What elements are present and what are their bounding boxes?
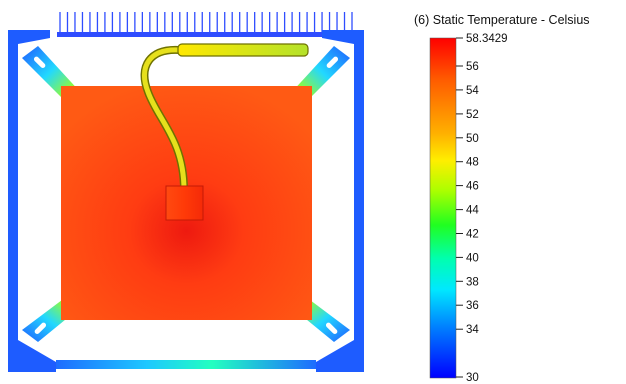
legend-tick-label: 44 [466, 205, 479, 217]
legend-tick-label: 36 [466, 300, 479, 312]
bottom-rail [56, 360, 316, 369]
legend-tick-label: 48 [466, 157, 479, 169]
legend-tick-label: 46 [466, 181, 479, 193]
legend-tick-label: 56 [466, 61, 479, 73]
legend-tick-label: 52 [466, 109, 479, 121]
legend-tick-label: 38 [466, 276, 479, 288]
legend-tick-label: 54 [466, 85, 479, 97]
temperature-legend: (6) Static Temperature - Celsius 5654525… [414, 13, 590, 384]
legend-title: (6) Static Temperature - Celsius [414, 13, 590, 27]
heat-pipe [140, 43, 309, 194]
legend-tick-label: 50 [466, 133, 479, 145]
processor-block [165, 185, 204, 221]
legend-tick-label: 34 [466, 324, 479, 336]
legend-min-label: 30 [466, 372, 479, 384]
heat-sink-fins [59, 12, 353, 34]
legend-tick-label: 42 [466, 229, 479, 241]
legend-max-label: 58.3429 [466, 33, 508, 45]
legend-ticks: 56 54 52 50 48 46 44 42 40 38 36 34 [456, 61, 479, 336]
enclosure-frame [8, 30, 364, 372]
heat-sink-base [57, 32, 354, 37]
legend-colorbar [429, 37, 457, 379]
legend-tick-label: 40 [466, 252, 479, 264]
